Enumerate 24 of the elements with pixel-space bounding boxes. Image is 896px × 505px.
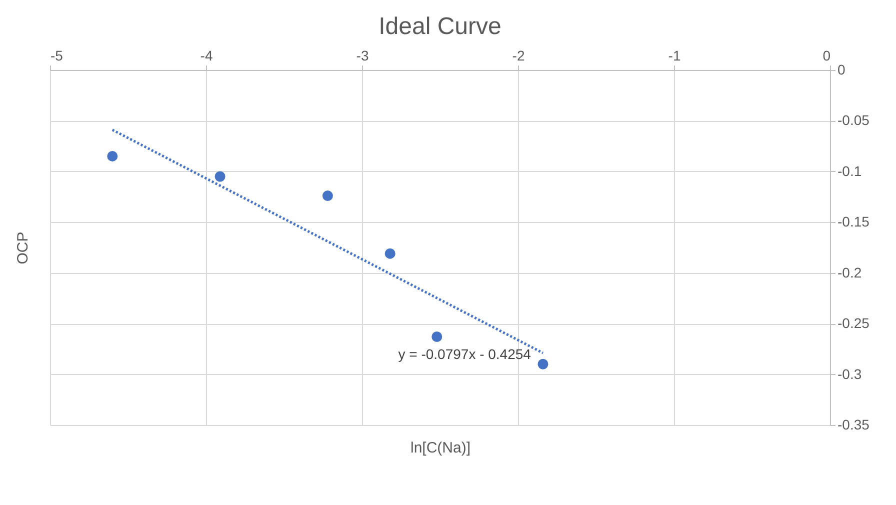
point (214, 171, 226, 182)
y-tick-label: 0 (838, 62, 846, 78)
y-tick-label: -0.25 (838, 315, 870, 332)
x-tick-label: -3 (356, 48, 369, 64)
point (432, 332, 442, 342)
y-tick-label: -0.2 (838, 264, 862, 280)
y-axis-title: OCP (14, 232, 32, 264)
x-tick-label: -1 (668, 48, 681, 64)
point (538, 358, 548, 370)
point (384, 248, 396, 259)
y-tick-label: -0.1 (838, 162, 862, 179)
x-tick-label: -2 (512, 48, 525, 64)
annotation: y = -0.0797x - 0.4254 (398, 346, 532, 362)
x-tick-label: 0 (822, 48, 831, 64)
y-tick-label: -0.15 (838, 214, 870, 230)
point (107, 150, 118, 162)
chart-title: Ideal Curve (378, 13, 502, 40)
y-tick-label: -0.35 (838, 416, 870, 432)
y-tick-label: -0.05 (838, 112, 870, 128)
x-axis-title: ln[C(Na)] (410, 440, 471, 456)
x-tick-label: -4 (200, 48, 213, 64)
y-tick-label: -0.3 (838, 366, 862, 382)
x-tick-label: -5 (50, 48, 64, 64)
point (322, 190, 333, 202)
